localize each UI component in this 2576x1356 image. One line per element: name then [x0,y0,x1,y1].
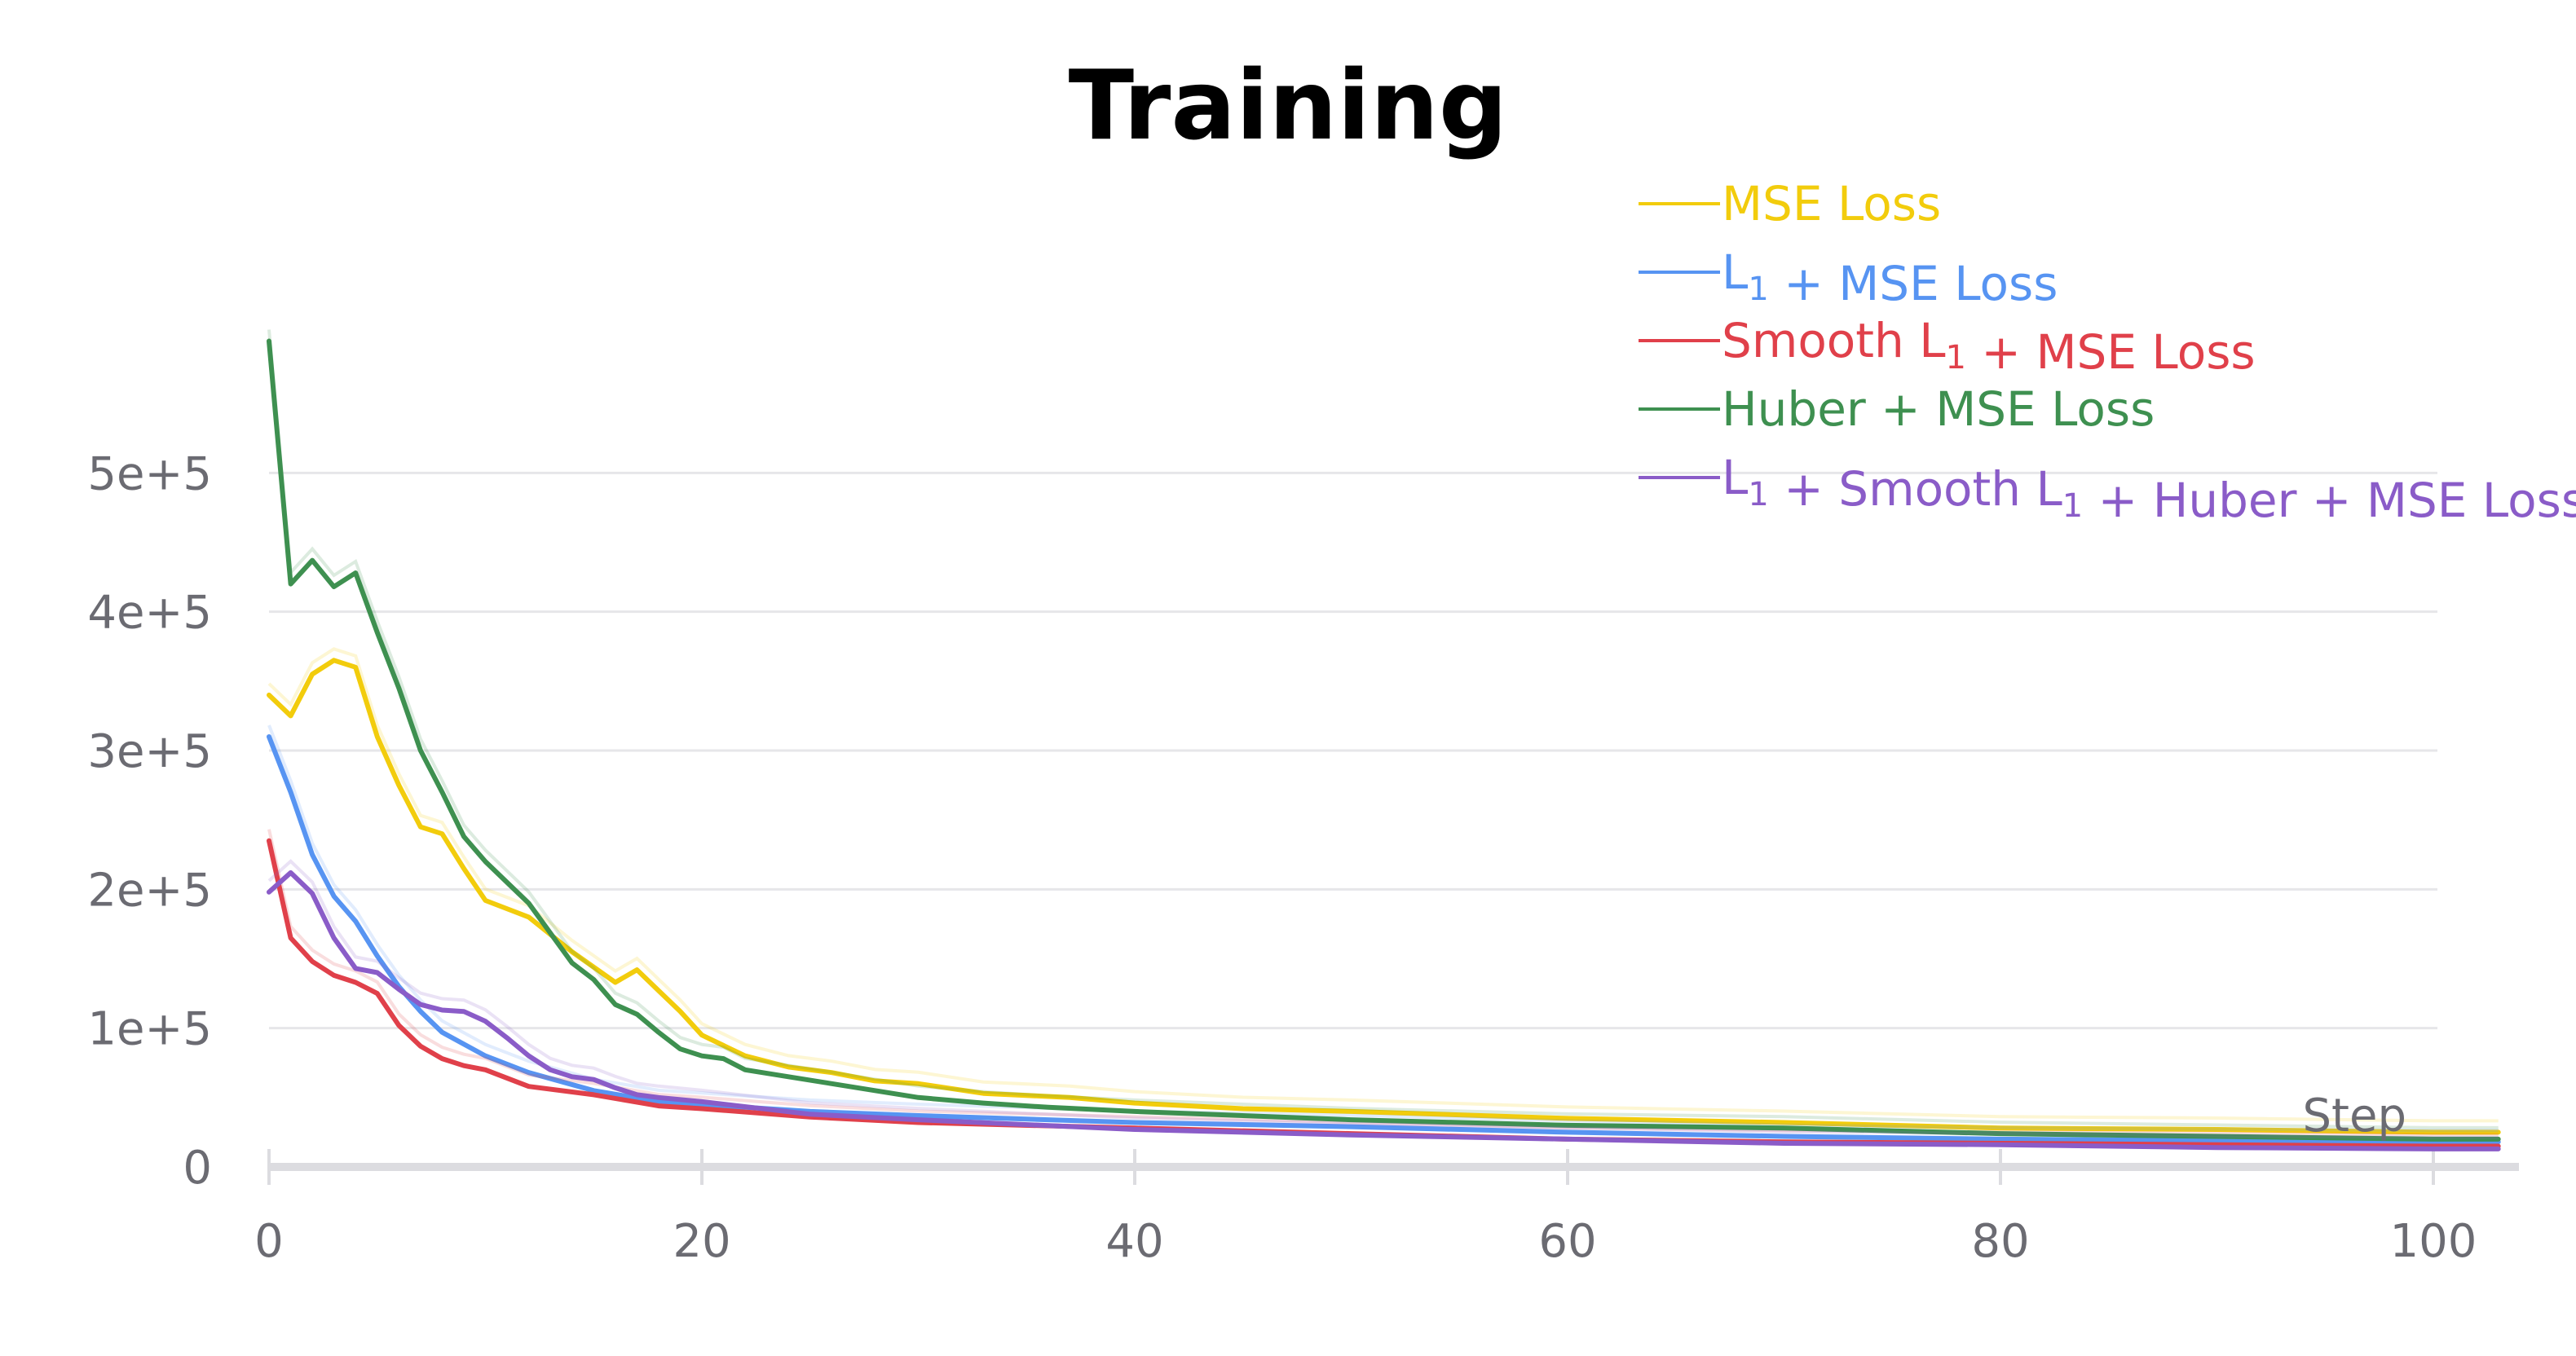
legend-item[interactable]: MSE Loss [1639,176,1941,231]
legend-label: MSE Loss [1722,176,1941,231]
x-axis-label: Step [2302,1090,2406,1142]
chart-title: Training [1069,49,1508,161]
y-tick-label: 1e+5 [87,1003,212,1056]
y-tick-label: 3e+5 [87,725,212,778]
legend-label: Smooth L1 + MSE Loss [1722,313,2256,380]
legend-item[interactable]: L1 + MSE Loss [1639,244,2058,311]
series-line: Huber + MSE Loss [267,338,2501,1142]
y-tick-label: 2e+5 [87,864,212,917]
legend-label: Huber + MSE Loss [1722,381,2155,437]
series-line: MSE Loss [267,658,2501,1135]
x-tick-label: 40 [1105,1215,1163,1268]
series-line: L1 + Smooth L1 + Huber + MSE Loss [267,870,2501,1151]
y-tick-label: 0 [183,1142,212,1195]
legend-item[interactable]: L1 + Smooth L1 + Huber + MSE Loss [1639,450,2576,528]
y-tick-label: 5e+5 [87,447,212,500]
legend-label: L1 + Smooth L1 + Huber + MSE Loss [1722,450,2576,528]
series-raw-trace [267,329,2499,1129]
series-raw-trace [267,829,2499,1137]
x-tick-label: 60 [1538,1215,1596,1268]
legend-label: L1 + MSE Loss [1722,244,2058,311]
grid-layer [269,471,2437,1030]
axis-layer: 0 1e+5 2e+5 3e+5 4e+5 5e+5 0 20 40 60 80 100 [87,447,2519,1268]
x-tick-label: 80 [1971,1215,2029,1268]
series-line: L1 + MSE Loss [267,734,2501,1145]
series-raw-trace [267,724,2499,1133]
x-tick-label: 100 [2390,1215,2477,1268]
x-tick-label: 0 [254,1215,284,1268]
series-raw-trace [267,859,2499,1139]
series-raw-trace [267,647,2499,1123]
legend-item[interactable]: Huber + MSE Loss [1639,381,2155,437]
legend-item[interactable]: Smooth L1 + MSE Loss [1639,313,2256,380]
x-tick-label: 20 [673,1215,730,1268]
y-tick-label: 4e+5 [87,587,212,640]
